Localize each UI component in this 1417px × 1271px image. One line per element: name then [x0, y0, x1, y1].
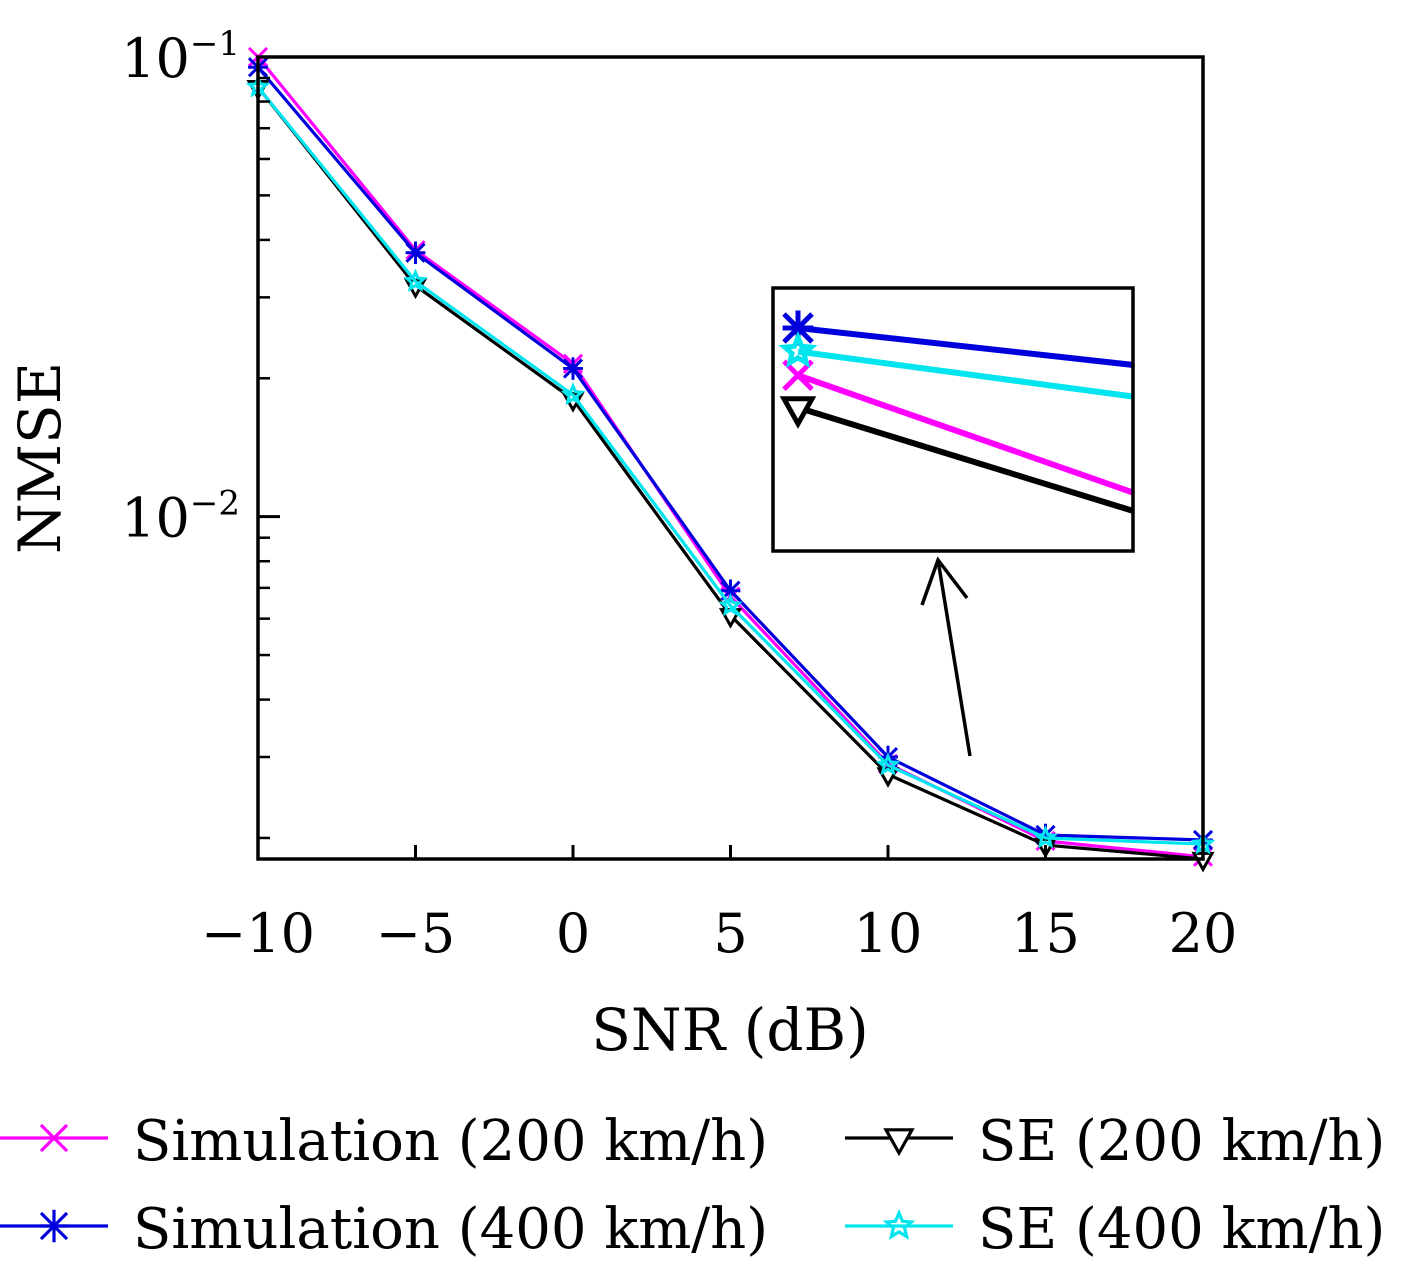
inset-point-se-200-km-h-1 [1141, 509, 1169, 534]
legend: Simulation (200 km/h) Simulation (400 km/… [0, 1109, 1385, 1262]
legend-marker-simulation-200-km-h [39, 1123, 69, 1153]
legend-item-simulation-200-km-h: Simulation (200 km/h) [0, 1109, 768, 1174]
x-tick-label-4: 10 [854, 902, 923, 965]
legend-marker-simulation-400-km-h [39, 1209, 69, 1243]
inset-point-se-400-km-h-1 [1141, 385, 1168, 410]
y-axis-title: NMSE [6, 362, 74, 554]
inset-line-se-400-km-h [797, 348, 1133, 400]
point-simulation-400-km-h-1 [405, 241, 426, 265]
y-tick-label-0: 10−1 [121, 24, 240, 90]
point-se-400-km-h-4 [875, 752, 901, 776]
series-line-se-400-km-h [256, 86, 1204, 846]
inset-line-se-200-km-h [797, 404, 1133, 515]
x-tick-label-0: −10 [201, 902, 315, 965]
zoom-arrow [920, 556, 972, 757]
legend-label-simulation-400-km-h: Simulation (400 km/h) [133, 1197, 768, 1262]
legend-label-simulation-200-km-h: Simulation (200 km/h) [133, 1109, 768, 1174]
x-tick-label-3: 5 [713, 902, 747, 965]
point-simulation-400-km-h-2 [562, 357, 584, 380]
legend-marker-se-200-km-h [883, 1128, 915, 1157]
legend-item-se-400-km-h: SE (400 km/h) [845, 1197, 1385, 1262]
point-se-400-km-h-5 [1033, 825, 1058, 849]
legend-item-se-200-km-h: SE (200 km/h) [845, 1109, 1385, 1174]
inset-frame [771, 286, 1135, 553]
inset-series [778, 310, 1170, 534]
zoom-inset [771, 286, 1170, 757]
y-tick-label-1: 10−2 [121, 484, 240, 550]
legend-label-se-200-km-h: SE (200 km/h) [978, 1109, 1385, 1174]
inset-line-simulation-400-km-h [797, 325, 1133, 368]
legend-marker-se-400-km-h [882, 1208, 916, 1240]
x-axis-title: SNR (dB) [591, 996, 869, 1064]
legend-item-simulation-400-km-h: Simulation (400 km/h) [0, 1197, 768, 1262]
legend-label-se-400-km-h: SE (400 km/h) [978, 1197, 1385, 1262]
inset-point-se-200-km-h-0 [779, 396, 817, 429]
point-se-400-km-h-2 [560, 382, 586, 406]
inset-point-se-400-km-h-0 [778, 330, 818, 369]
point-se-400-km-h-1 [403, 268, 428, 292]
x-tick-label-6: 20 [1169, 902, 1238, 965]
axis-ticks: −10 −5 0 5 10 15 20 10−1 10−2 [121, 24, 1237, 965]
x-tick-label-5: 15 [1011, 902, 1080, 965]
x-tick-label-2: 0 [556, 902, 590, 965]
point-se-400-km-h-3 [718, 592, 743, 617]
inset-point-simulation-400-km-h-1 [1139, 350, 1170, 385]
inset-line-simulation-200-km-h [797, 372, 1133, 496]
inset-point-simulation-200-km-h-1 [1141, 486, 1169, 514]
x-tick-label-1: −5 [376, 902, 456, 965]
